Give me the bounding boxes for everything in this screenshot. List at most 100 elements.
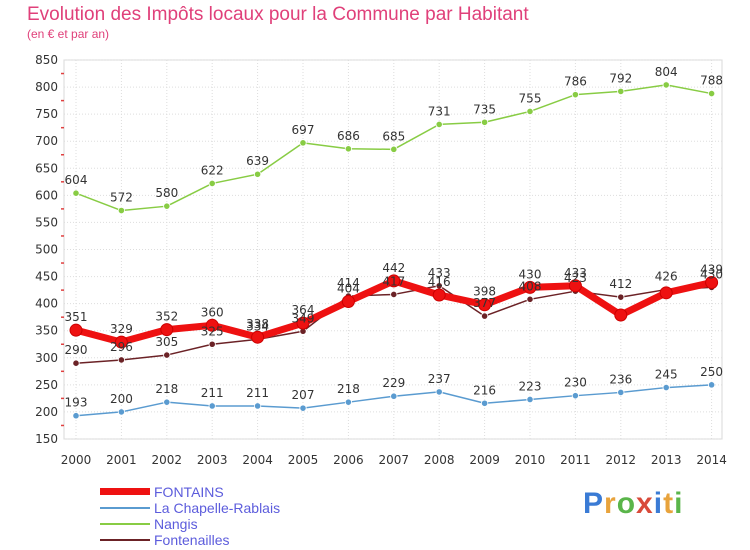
y-tick-label: 600 [35,188,58,202]
data-label-fontenailles: 290 [65,343,88,357]
x-tick-label: 2013 [651,453,682,467]
data-point-fontains [614,308,628,322]
x-tick-label: 2004 [242,453,273,467]
data-label-fontenailles: 423 [564,271,587,285]
data-label-fontains: 404 [337,281,360,295]
data-point-nangis [617,87,625,96]
data-label-fontenailles: 296 [110,340,133,354]
data-label-nangis: 697 [292,123,315,137]
y-tick-label: 300 [35,351,58,365]
data-point-fontenailles [208,340,216,348]
proxiti-logo: Proxiti [583,487,683,521]
data-label-fontenailles: 334 [246,319,269,333]
data-point-nangis [662,81,670,89]
logo-letter: r [604,487,617,520]
data-point-la-chapelle-rablais [390,392,398,400]
y-tick-label: 350 [35,324,58,338]
data-point-nangis [299,139,307,147]
data-label-nangis: 622 [201,163,224,177]
data-label-fontenailles: 412 [609,277,632,291]
legend-item-la-chapelle-rablais: La Chapelle-Rablais [100,500,360,516]
data-point-nangis [390,145,398,153]
data-point-fontains [296,316,310,330]
x-tick-label: 2006 [333,453,364,467]
data-point-la-chapelle-rablais [254,402,262,410]
data-label-nangis: 572 [110,191,133,205]
data-label-fontains: 433 [564,266,587,280]
x-tick-label: 2014 [696,453,727,467]
data-point-la-chapelle-rablais [662,383,670,392]
data-point-la-chapelle-rablais [526,395,534,404]
x-tick-label: 2011 [560,453,591,467]
data-label-la-chapelle-rablais: 218 [155,382,178,396]
legend-item-fontains: FONTAINS [100,484,360,500]
data-point-la-chapelle-rablais [571,392,580,400]
legend: FONTAINS La Chapelle-Rablais Nangis Font… [100,484,360,548]
data-point-fontenailles [163,351,171,359]
data-point-la-chapelle-rablais [208,402,216,410]
data-label-fontenailles: 414 [337,276,360,290]
data-label-nangis: 580 [155,186,178,200]
data-point-la-chapelle-rablais [617,388,625,397]
data-label-la-chapelle-rablais: 230 [564,376,587,390]
data-label-fontenailles: 305 [155,335,178,349]
data-label-fontenailles: 417 [382,274,405,288]
data-point-fontains [478,298,492,312]
legend-swatch-la-chapelle-rablais [100,507,150,509]
x-tick-label: 2009 [469,453,500,467]
data-label-nangis: 735 [473,102,496,116]
data-label-fontains: 352 [155,310,178,324]
data-label-la-chapelle-rablais: 223 [519,379,542,393]
data-label-la-chapelle-rablais: 211 [201,386,224,400]
data-point-fontenailles [480,312,489,320]
data-label-fontains: 442 [382,261,405,275]
data-point-nangis [163,202,171,210]
data-point-fontenailles [617,293,625,301]
data-point-fontains [341,294,355,308]
data-label-fontenailles: 377 [473,296,496,310]
data-point-fontains [160,323,174,337]
data-label-la-chapelle-rablais: 229 [382,376,405,390]
data-label-la-chapelle-rablais: 211 [246,386,269,400]
data-point-la-chapelle-rablais [72,412,80,420]
data-label-nangis: 639 [246,154,269,168]
data-label-nangis: 804 [655,65,678,79]
data-point-fontenailles [72,359,80,367]
logo-letter: o [616,487,637,520]
y-tick-label: 800 [35,80,58,94]
data-label-fontenailles: 426 [655,270,678,284]
data-point-nangis [208,179,216,188]
y-tick-label: 200 [35,405,58,419]
data-point-fontains [568,279,582,293]
x-tick-label: 2007 [379,453,410,467]
y-tick-label: 450 [35,270,58,284]
data-label-la-chapelle-rablais: 193 [65,396,88,410]
legend-swatch-nangis [100,523,150,525]
data-label-fontains: 360 [201,305,224,319]
data-point-fontains [659,286,673,300]
data-label-nangis: 731 [428,104,451,118]
x-tick-label: 2000 [61,453,92,467]
data-label-nangis: 755 [519,91,542,105]
legend-item-nangis: Nangis [100,516,360,532]
data-point-fontains [205,318,219,332]
data-label-la-chapelle-rablais: 200 [110,392,133,406]
y-tick-label: 750 [35,107,58,121]
data-point-nangis [117,206,126,215]
data-label-nangis: 792 [609,71,632,85]
logo-letter: P [583,487,605,520]
data-label-la-chapelle-rablais: 236 [609,372,632,386]
data-point-nangis [435,120,443,129]
data-label-nangis: 685 [382,129,405,143]
data-label-fontains: 398 [473,285,496,299]
x-tick-label: 2008 [424,453,455,467]
data-label-fontains: 416 [428,275,451,289]
legend-item-fontenailles: Fontenailles [100,532,360,548]
data-point-la-chapelle-rablais [344,398,352,406]
x-tick-label: 2002 [152,453,183,467]
data-point-la-chapelle-rablais [299,404,307,412]
data-label-fontains: 364 [292,303,315,317]
x-tick-label: 2010 [515,453,546,467]
